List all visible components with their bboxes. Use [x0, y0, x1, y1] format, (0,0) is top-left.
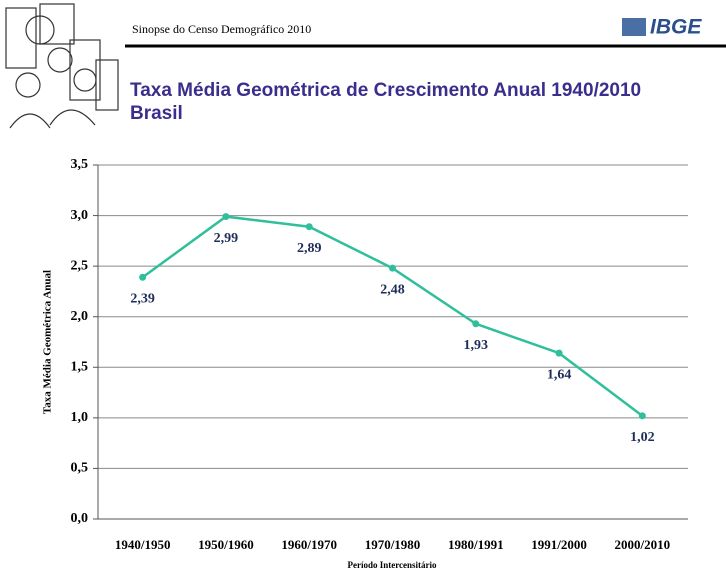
marker: [639, 412, 646, 419]
x-tick-label: 1991/2000: [531, 537, 587, 552]
value-label: 2,89: [297, 241, 322, 256]
y-tick-label: 0,5: [71, 461, 89, 476]
y-tick-label: 0,0: [71, 511, 89, 526]
x-tick-label: 1960/1970: [281, 537, 337, 552]
publication: Sinopse do Censo Demográfico 2010: [132, 22, 311, 36]
page: Sinopse do Censo Demográfico 2010 IBGE T…: [0, 0, 726, 572]
y-tick-label: 3,0: [71, 208, 89, 223]
marker: [389, 265, 396, 272]
marker: [222, 213, 229, 220]
x-tick-label: 1950/1960: [198, 537, 254, 552]
value-label: 1,64: [547, 367, 572, 382]
chart-subtitle: Brasil: [130, 103, 183, 124]
x-tick-label: 1970/1980: [365, 537, 421, 552]
y-axis-title: Taxa Média Geométrica Anual: [42, 270, 54, 414]
x-tick-label: 1940/1950: [115, 537, 171, 552]
y-tick-label: 1,5: [71, 360, 89, 375]
value-label: 1,93: [464, 338, 489, 353]
x-tick-label: 2000/2010: [615, 537, 671, 552]
chart-title: Taxa Média Geométrica de Crescimento Anu…: [130, 80, 641, 101]
x-tick-label: 1980/1991: [448, 537, 504, 552]
value-label: 1,02: [630, 430, 655, 445]
y-tick-label: 2,5: [71, 258, 89, 273]
x-axis-title: Período Intercensitário: [347, 560, 437, 570]
y-tick-label: 3,5: [71, 157, 89, 172]
marker: [306, 223, 313, 230]
marker: [556, 350, 563, 357]
marker: [139, 274, 146, 281]
value-label: 2,39: [130, 291, 155, 306]
value-label: 2,99: [214, 231, 239, 246]
y-tick-label: 1,0: [71, 410, 89, 425]
y-tick-label: 2,0: [71, 309, 89, 324]
logo: IBGE: [650, 16, 702, 39]
marker: [472, 320, 479, 327]
illustration: [6, 4, 118, 128]
value-label: 2,48: [380, 282, 405, 297]
logo-mark: [622, 18, 646, 36]
line: [143, 217, 643, 416]
